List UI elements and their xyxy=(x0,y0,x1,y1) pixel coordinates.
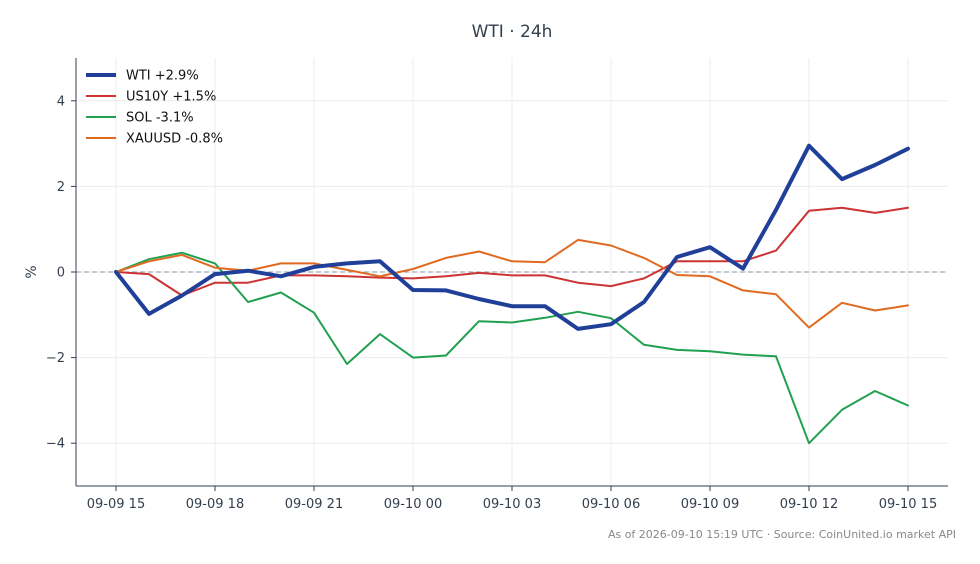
axes: −4 −2 0 2 4 09-09 15 09-09 18 09-09 21 09-10 00 0… xyxy=(46,58,948,512)
x-tick-label: 09-09 18 xyxy=(186,497,244,512)
x-tick-label: 09-10 09 xyxy=(681,497,739,512)
x-tick-label: 09-10 15 xyxy=(879,497,937,512)
chart-title: WTI · 24h xyxy=(472,22,553,42)
y-tick-label: −2 xyxy=(46,351,65,366)
series-lines xyxy=(114,143,910,445)
y-axis-label: % xyxy=(24,265,40,278)
x-tick-label: 09-10 03 xyxy=(483,497,541,512)
legend-label-wti: WTI +2.9% xyxy=(126,69,199,84)
y-tick-label: 4 xyxy=(57,94,65,109)
x-tick-label: 09-09 15 xyxy=(87,497,145,512)
y-tick-label: −4 xyxy=(46,437,65,452)
series-line-sol xyxy=(115,251,909,445)
y-tick-label: 0 xyxy=(57,266,65,281)
x-tick-label: 09-09 21 xyxy=(285,497,343,512)
y-tick-label: 2 xyxy=(57,180,65,195)
legend-label-xauusd: XAUUSD -0.8% xyxy=(126,132,223,147)
x-tick-label: 09-10 00 xyxy=(384,497,442,512)
series-line-us10y xyxy=(115,206,909,297)
source-footer: As of 2026-09-10 15:19 UTC · Source: Coi… xyxy=(608,528,956,541)
x-tick-label: 09-10 06 xyxy=(582,497,640,512)
x-tick-label: 09-10 12 xyxy=(780,497,838,512)
legend-label-us10y: US10Y +1.5% xyxy=(126,90,216,105)
series-line-wti xyxy=(114,143,910,331)
legend-label-sol: SOL -3.1% xyxy=(126,111,194,126)
legend: WTI +2.9% US10Y +1.5% SOL -3.1% XAUUSD -0.8… xyxy=(86,69,223,147)
